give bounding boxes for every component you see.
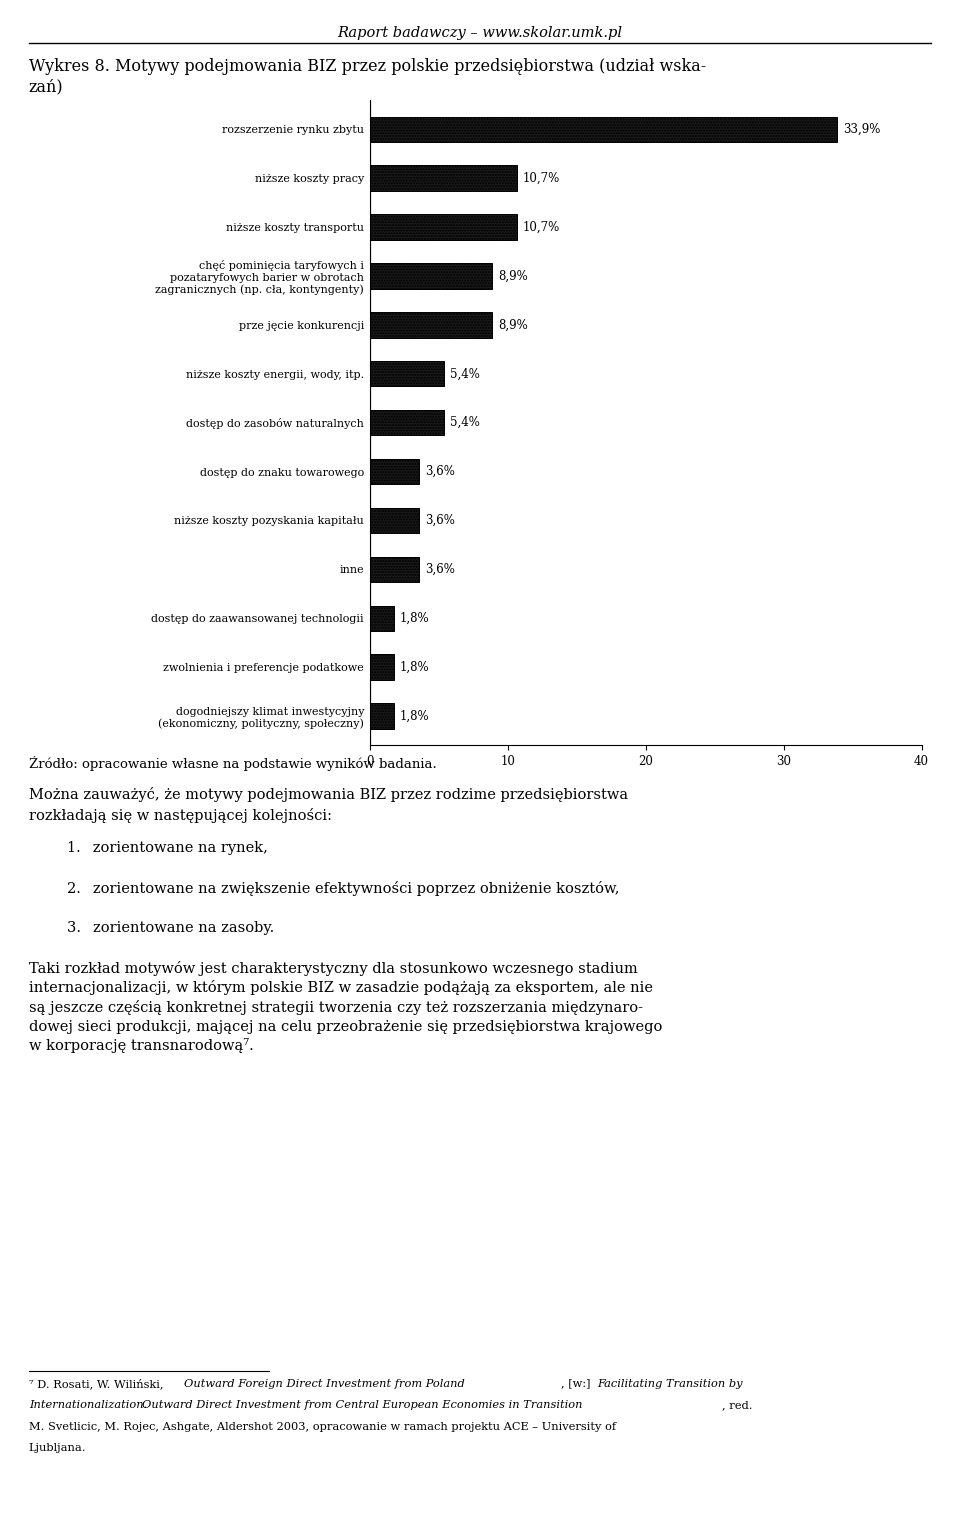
- Bar: [370, 263, 492, 289]
- Bar: [370, 556, 420, 583]
- Text: Wykres 8. Motywy podejmowania BIZ przez polskie przedsiębiorstwa (udział wska-: Wykres 8. Motywy podejmowania BIZ przez …: [29, 58, 706, 75]
- Text: Ljubljana.: Ljubljana.: [29, 1443, 86, 1454]
- Text: 3.  zorientowane na zasoby.: 3. zorientowane na zasoby.: [67, 921, 275, 934]
- Text: 3,6%: 3,6%: [424, 513, 455, 527]
- Bar: [370, 704, 395, 729]
- Text: ⁷ D. Rosati, W. Wiliński,: ⁷ D. Rosati, W. Wiliński,: [29, 1379, 167, 1389]
- Text: 1,8%: 1,8%: [400, 612, 429, 626]
- Text: rozkładają się w następującej kolejności:: rozkładają się w następującej kolejności…: [29, 808, 332, 824]
- Text: 5,4%: 5,4%: [449, 367, 479, 380]
- Bar: [370, 312, 492, 338]
- Text: , [w:]: , [w:]: [561, 1379, 594, 1389]
- Text: 8,9%: 8,9%: [498, 269, 528, 283]
- Text: 1,8%: 1,8%: [400, 661, 429, 673]
- Text: Można zauważyć, że motywy podejmowania BIZ przez rodzime przedsiębiorstwa: Można zauważyć, że motywy podejmowania B…: [29, 787, 628, 802]
- Text: Taki rozkład motywów jest charakterystyczny dla stosunkowo wczesnego stadium
int: Taki rozkład motywów jest charakterystyc…: [29, 961, 662, 1053]
- Text: Facilitating Transition by: Facilitating Transition by: [597, 1379, 743, 1389]
- Text: 2.  zorientowane na zwiększenie efektywności poprzez obniżenie kosztów,: 2. zorientowane na zwiększenie efektywno…: [67, 881, 620, 896]
- Text: 33,9%: 33,9%: [843, 123, 880, 135]
- Bar: [370, 214, 517, 240]
- Text: zań): zań): [29, 78, 63, 95]
- Text: 3,6%: 3,6%: [424, 563, 455, 576]
- Text: Raport badawczy – www.skolar.umk.pl: Raport badawczy – www.skolar.umk.pl: [338, 26, 622, 40]
- Text: , red.: , red.: [722, 1400, 753, 1411]
- Text: 1.  zorientowane na rynek,: 1. zorientowane na rynek,: [67, 841, 268, 855]
- Text: 10,7%: 10,7%: [523, 220, 560, 234]
- Bar: [370, 655, 395, 679]
- Bar: [370, 361, 444, 386]
- Text: Internationalization.: Internationalization.: [29, 1400, 151, 1411]
- Text: Outward Direct Investment from Central European Economies in Transition: Outward Direct Investment from Central E…: [142, 1400, 583, 1411]
- Bar: [370, 507, 420, 533]
- Bar: [370, 410, 444, 435]
- Bar: [370, 117, 837, 141]
- Text: 1,8%: 1,8%: [400, 710, 429, 722]
- Text: Outward Foreign Direct Investment from Poland: Outward Foreign Direct Investment from P…: [184, 1379, 465, 1389]
- Bar: [370, 460, 420, 484]
- Text: M. Svetlicic, M. Rojec, Ashgate, Aldershot 2003, opracowanie w ramach projektu A: M. Svetlicic, M. Rojec, Ashgate, Aldersh…: [29, 1422, 616, 1432]
- Text: 10,7%: 10,7%: [523, 172, 560, 184]
- Text: 5,4%: 5,4%: [449, 417, 479, 429]
- Bar: [370, 606, 395, 632]
- Bar: [370, 166, 517, 191]
- Text: 8,9%: 8,9%: [498, 318, 528, 332]
- Text: Źródło: opracowanie własne na podstawie wyników badania.: Źródło: opracowanie własne na podstawie …: [29, 756, 437, 772]
- Text: 3,6%: 3,6%: [424, 466, 455, 478]
